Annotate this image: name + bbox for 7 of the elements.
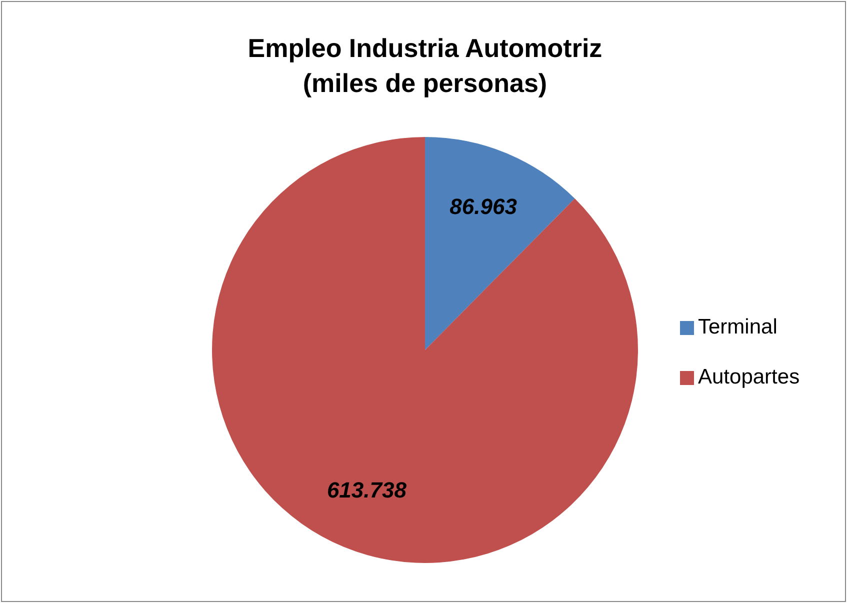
legend-label: Terminal: [698, 316, 778, 339]
chart-title: Empleo Industria Automotriz (miles de personas): [248, 33, 602, 98]
pie-slice: [425, 137, 575, 350]
pie-slice: [212, 137, 638, 563]
legend-label: Autopartes: [698, 366, 800, 389]
data-label: 613.738: [326, 478, 408, 503]
data-label: 86.963: [450, 194, 517, 219]
